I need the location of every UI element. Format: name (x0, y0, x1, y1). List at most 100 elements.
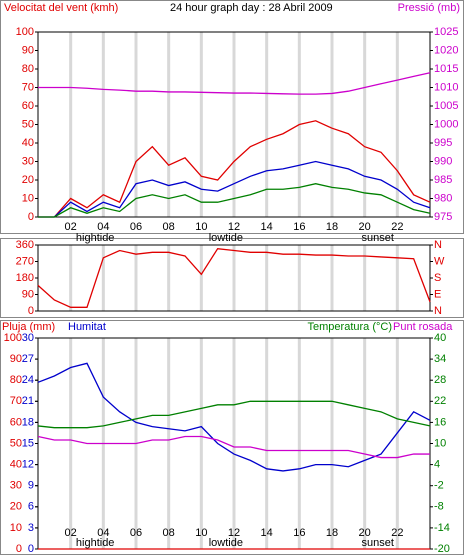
tick-label: 40 (22, 137, 34, 149)
legend-label: Pluja (mm) (2, 321, 55, 333)
tick-label: -20 (434, 543, 450, 555)
tick-label: 0 (28, 305, 34, 317)
tick-label: 50 (10, 437, 22, 449)
tick-label: N (434, 305, 442, 317)
series-line (37, 247, 431, 308)
tick-label: 270 (16, 255, 34, 267)
tick-label: 100 (4, 332, 22, 344)
x-tick-label: 16 (293, 527, 305, 539)
series-line (38, 160, 431, 218)
tick-label: -2 (434, 480, 444, 492)
tick-label: 20 (22, 174, 34, 186)
tick-label: 3 (28, 522, 34, 534)
annotation: sunset (362, 232, 394, 244)
x-tick-label: 02 (65, 221, 77, 233)
x-tick-label: 18 (326, 527, 338, 539)
tick-label: 1015 (434, 63, 458, 75)
tick-label: 70 (10, 395, 22, 407)
tick-label: -14 (434, 522, 450, 534)
x-tick-label: 20 (359, 221, 371, 233)
x-tick-label: 22 (391, 221, 403, 233)
tick-label: 10 (22, 192, 34, 204)
x-tick-label: 10 (195, 221, 207, 233)
x-tick-label: 18 (326, 221, 338, 233)
legend-label: Punt rosada (393, 321, 453, 333)
tick-label: 975 (434, 211, 452, 223)
tick-label: 12 (22, 459, 34, 471)
tick-label: 90 (22, 44, 34, 56)
tick-label: 80 (22, 63, 34, 75)
tick-label: S (434, 272, 441, 284)
legend-label: Temperatura (°C) (308, 321, 392, 333)
series-line (38, 72, 431, 95)
tick-label: 30 (22, 332, 34, 344)
tick-label: 60 (10, 416, 22, 428)
x-tick-label: 10 (195, 527, 207, 539)
tick-label: 985 (434, 174, 452, 186)
tick-label: 30 (10, 480, 22, 492)
series-line (38, 120, 431, 218)
tick-label: 90 (10, 353, 22, 365)
x-tick-label: 08 (163, 221, 175, 233)
tick-label: 18 (22, 416, 34, 428)
x-tick-label: 08 (163, 527, 175, 539)
x-tick-label: 14 (261, 527, 273, 539)
y2-axis-title: Pressió (mb) (398, 2, 460, 14)
x-tick-label: 12 (228, 527, 240, 539)
tick-label: E (434, 288, 441, 300)
y-axis-title: Velocitat del vent (kmh) (4, 2, 118, 14)
tick-label: 28 (434, 374, 446, 386)
x-tick-label: 02 (65, 527, 77, 539)
tick-label: 0 (16, 543, 22, 555)
tick-label: 34 (434, 353, 446, 365)
tick-label: 9 (28, 480, 34, 492)
tick-label: 10 (10, 522, 22, 534)
tick-label: 21 (22, 395, 34, 407)
tick-label: 15 (22, 437, 34, 449)
tick-label: 0 (28, 211, 34, 223)
tick-label: 4 (434, 459, 440, 471)
panel (0, 0, 464, 234)
x-tick-label: 12 (228, 221, 240, 233)
x-tick-label: 06 (130, 221, 142, 233)
x-tick-label: 16 (293, 221, 305, 233)
tick-label: 10 (434, 437, 446, 449)
x-tick-label: 06 (130, 527, 142, 539)
series-line (37, 435, 430, 459)
x-tick-label: 20 (359, 527, 371, 539)
tick-label: 90 (22, 288, 34, 300)
tick-label: 360 (16, 239, 34, 251)
tick-label: N (434, 239, 442, 251)
tick-label: 990 (434, 155, 452, 167)
annotation: sunset (362, 537, 394, 549)
tick-label: 60 (22, 100, 34, 112)
annotation: lowtide (209, 537, 243, 549)
tick-label: 995 (434, 137, 452, 149)
x-tick-label: 22 (391, 527, 403, 539)
tick-label: 27 (22, 353, 34, 365)
series-line (37, 400, 431, 429)
chart-title: 24 hour graph day : 28 Abril 2009 (170, 2, 333, 14)
tick-label: 1005 (434, 100, 458, 112)
x-tick-label: 04 (97, 221, 109, 233)
tick-label: 980 (434, 192, 452, 204)
tick-label: 22 (434, 395, 446, 407)
annotation: lowtide (209, 232, 243, 244)
tick-label: 30 (22, 155, 34, 167)
panel (0, 320, 464, 555)
tick-label: 180 (16, 272, 34, 284)
tick-label: 1025 (434, 26, 458, 38)
tick-label: 1020 (434, 44, 458, 56)
tick-label: 16 (434, 416, 446, 428)
tick-label: -8 (434, 501, 444, 513)
tick-label: 70 (22, 81, 34, 93)
legend-label: Humitat (68, 321, 106, 333)
tick-label: 80 (10, 374, 22, 386)
tick-label: 0 (28, 543, 34, 555)
tick-label: 1000 (434, 118, 458, 130)
annotation: hightide (76, 232, 115, 244)
tick-label: 24 (22, 374, 34, 386)
annotation: hightide (76, 537, 115, 549)
x-tick-label: 04 (97, 527, 109, 539)
tick-label: 6 (28, 501, 34, 513)
